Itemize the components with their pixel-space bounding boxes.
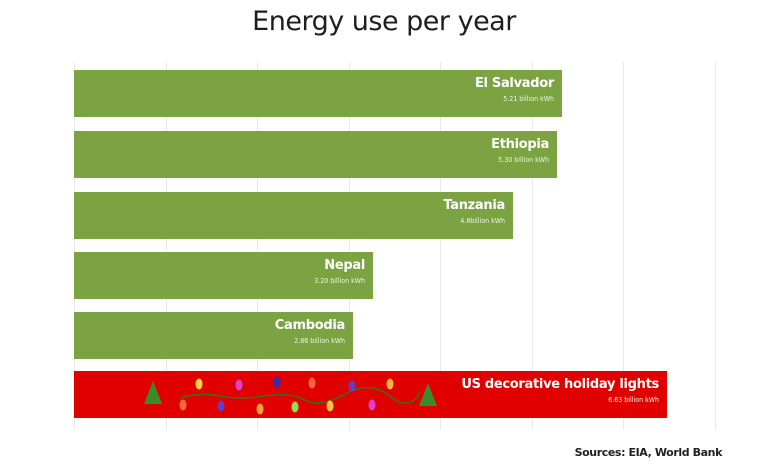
light-bulb-icon [368, 399, 376, 411]
bar-label: Tanzania [443, 198, 505, 213]
light-bulb-icon [386, 378, 394, 390]
bar-label: Cambodia [274, 318, 346, 333]
bar-nepal: Nepal 3.20 billion kWh [74, 252, 373, 299]
bar-cambodia: Cambodia 2.86 billion kWh [74, 312, 353, 359]
chart-title: Energy use per year [252, 6, 516, 37]
data-label: 3.20 billion kWh [314, 277, 365, 285]
light-bulb-icon [291, 401, 299, 413]
light-bulb-icon [256, 403, 264, 415]
bar-label: US decorative holiday lights [461, 377, 659, 392]
bar-label: El Salvador [474, 76, 554, 91]
data-label: 6.63 billion kWh [608, 396, 659, 404]
christmas-tree-icon [144, 381, 162, 404]
data-label: 2.86 billion kWh [294, 337, 345, 345]
gridline [715, 62, 716, 430]
bar-label: Nepal [324, 258, 365, 273]
bar-el-salvador: El Salvador 5.21 billion kWh [74, 70, 562, 117]
gridline [257, 62, 258, 430]
gridline [349, 62, 350, 430]
bar-us-decorative-holiday-lights: US decorative holiday lights 6.63 billion… [74, 371, 667, 418]
light-bulb-icon [217, 400, 225, 412]
light-bulb-icon [179, 399, 187, 411]
bar-ethiopia: Ethiopia 5.30 billion kWh [74, 131, 557, 178]
data-label: 5.30 billion kWh [498, 156, 549, 164]
bar-label: Ethiopia [491, 137, 549, 152]
light-bulb-icon [308, 377, 316, 389]
christmas-tree-icon [419, 383, 437, 406]
light-bulb-icon [273, 376, 281, 388]
light-wire [179, 386, 421, 404]
gridline [166, 62, 167, 430]
gridline [74, 62, 75, 430]
data-label: 5.21 billion kWh [503, 95, 554, 103]
light-bulb-icon [348, 380, 356, 392]
gridline [623, 62, 624, 430]
gridline [532, 62, 533, 430]
bar-tanzania: Tanzania 4.8billion kWh [74, 192, 513, 239]
light-bulb-icon [195, 378, 203, 390]
gridline [440, 62, 441, 430]
light-bulb-icon [326, 400, 334, 412]
source-note: Sources: EIA, World Bank [574, 446, 723, 459]
light-bulb-icon [235, 379, 243, 391]
data-label: 4.8billion kWh [460, 217, 505, 225]
